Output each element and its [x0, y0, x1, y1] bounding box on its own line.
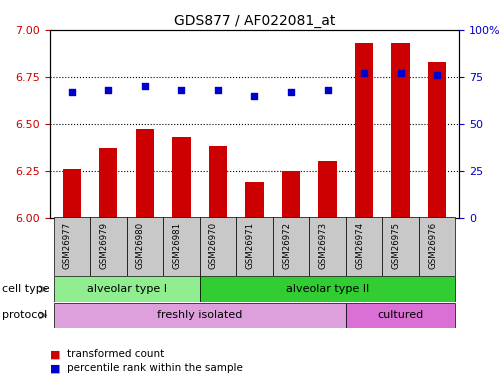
Text: cultured: cultured: [378, 310, 424, 320]
Bar: [53, 276, 200, 302]
Text: GSM26976: GSM26976: [428, 222, 437, 269]
Point: [360, 70, 368, 76]
Point: [323, 87, 331, 93]
Point: [141, 83, 149, 89]
Bar: [53, 217, 90, 276]
Text: GSM26979: GSM26979: [99, 222, 108, 269]
Bar: [200, 217, 236, 276]
Bar: [246, 182, 263, 218]
Text: GSM26981: GSM26981: [173, 222, 182, 269]
Point: [178, 87, 186, 93]
Bar: [127, 217, 163, 276]
Bar: [382, 217, 419, 276]
Text: GSM26970: GSM26970: [209, 222, 218, 269]
Bar: [346, 303, 456, 328]
Text: GSM26972: GSM26972: [282, 222, 291, 269]
Bar: [428, 62, 446, 217]
Text: GSM26975: GSM26975: [392, 222, 401, 269]
Text: GSM26974: GSM26974: [355, 222, 364, 269]
Bar: [309, 217, 346, 276]
Point: [68, 89, 76, 95]
Bar: [392, 43, 410, 218]
Bar: [236, 217, 273, 276]
Text: protocol: protocol: [2, 310, 48, 320]
Point: [104, 87, 112, 93]
Bar: [90, 217, 127, 276]
Text: transformed count: transformed count: [67, 350, 165, 359]
Text: cell type: cell type: [2, 284, 50, 294]
Bar: [53, 303, 346, 328]
Text: freshly isolated: freshly isolated: [157, 310, 243, 320]
Bar: [209, 146, 227, 218]
Point: [214, 87, 222, 93]
Text: ■: ■: [50, 363, 60, 373]
Bar: [163, 217, 200, 276]
Title: GDS877 / AF022081_at: GDS877 / AF022081_at: [174, 13, 335, 28]
Bar: [282, 171, 300, 217]
Bar: [172, 137, 191, 218]
Bar: [355, 43, 373, 218]
Point: [433, 72, 441, 78]
Bar: [273, 217, 309, 276]
Bar: [99, 148, 117, 217]
Point: [397, 70, 405, 76]
Text: GSM26973: GSM26973: [318, 222, 327, 269]
Point: [287, 89, 295, 95]
Text: alveolar type II: alveolar type II: [286, 284, 369, 294]
Text: GSM26977: GSM26977: [63, 222, 72, 269]
Point: [250, 93, 258, 99]
Text: GSM26980: GSM26980: [136, 222, 145, 269]
Text: alveolar type I: alveolar type I: [87, 284, 167, 294]
Bar: [318, 161, 337, 218]
Bar: [419, 217, 456, 276]
Text: GSM26971: GSM26971: [246, 222, 254, 269]
Bar: [200, 276, 456, 302]
Bar: [136, 129, 154, 218]
Text: ■: ■: [50, 350, 60, 359]
Bar: [63, 169, 81, 217]
Text: percentile rank within the sample: percentile rank within the sample: [67, 363, 243, 373]
Bar: [346, 217, 382, 276]
